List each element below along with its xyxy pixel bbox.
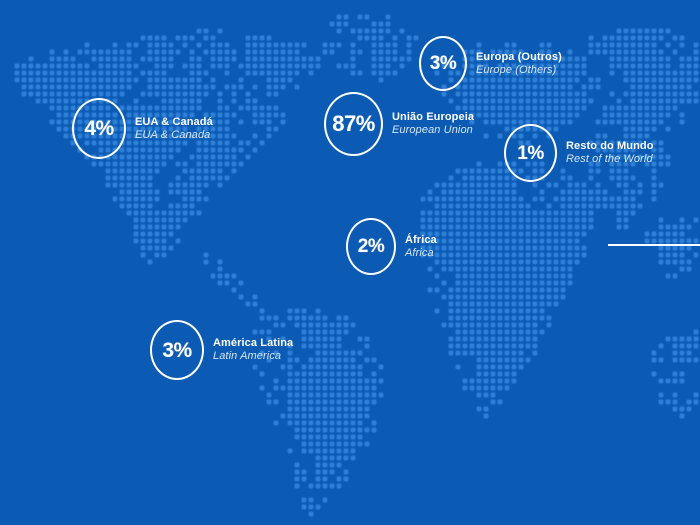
label-en: EUA & Canada xyxy=(135,128,211,141)
label-pt: Europa (Outros) xyxy=(476,50,562,63)
callout-labels-europa-outros: Europa (Outros) Europe (Others) xyxy=(476,51,562,77)
percent-bubble-africa: 2% xyxy=(346,218,396,275)
percent-value: 3% xyxy=(429,53,457,74)
percent-value: 4% xyxy=(84,117,114,140)
callout-labels-africa: África Africa xyxy=(405,234,437,260)
label-pt: África xyxy=(405,233,437,246)
callout-labels-eua-canada: EUA & Canadá EUA & Canada xyxy=(135,116,213,142)
percent-value: 1% xyxy=(517,142,544,164)
label-en: European Union xyxy=(392,124,473,136)
callout-uniao-europeia[interactable]: 87% União Europeia European Union xyxy=(324,92,474,156)
callout-labels-resto-do-mundo: Resto do Mundo Rest of the World xyxy=(566,140,654,166)
label-pt: EUA & Canadá xyxy=(135,115,213,128)
label-pt: América Latina xyxy=(213,337,294,350)
callout-labels-uniao-europeia: União Europeia European Union xyxy=(392,111,474,137)
percent-bubble-resto-do-mundo: 1% xyxy=(504,124,557,182)
percent-value: 3% xyxy=(162,338,192,362)
accent-rule xyxy=(608,244,700,246)
label-pt: Resto do Mundo xyxy=(566,140,654,153)
percent-bubble-eua-canada: 4% xyxy=(72,98,126,159)
label-pt: União Europeia xyxy=(392,111,475,124)
percent-bubble-europa-outros: 3% xyxy=(419,36,467,91)
callout-resto-do-mundo[interactable]: 1% Resto do Mundo Rest of the World xyxy=(504,124,654,182)
callout-eua-canada[interactable]: 4% EUA & Canadá EUA & Canada xyxy=(72,98,213,159)
percent-value: 2% xyxy=(357,236,385,257)
label-en: Europe (Others) xyxy=(476,63,557,76)
callout-labels-america-latina: América Latina Latin America xyxy=(213,337,293,363)
callout-europa-outros[interactable]: 3% Europa (Outros) Europe (Others) xyxy=(419,36,562,91)
percent-bubble-uniao-europeia: 87% xyxy=(324,92,383,156)
callout-america-latina[interactable]: 3% América Latina Latin America xyxy=(150,320,293,380)
label-en: Rest of the World xyxy=(566,153,653,165)
label-en: Latin America xyxy=(213,350,282,362)
label-en: Africa xyxy=(405,246,434,259)
percent-bubble-america-latina: 3% xyxy=(150,320,204,380)
callout-africa[interactable]: 2% África Africa xyxy=(346,218,437,275)
percent-value: 87% xyxy=(332,111,375,136)
